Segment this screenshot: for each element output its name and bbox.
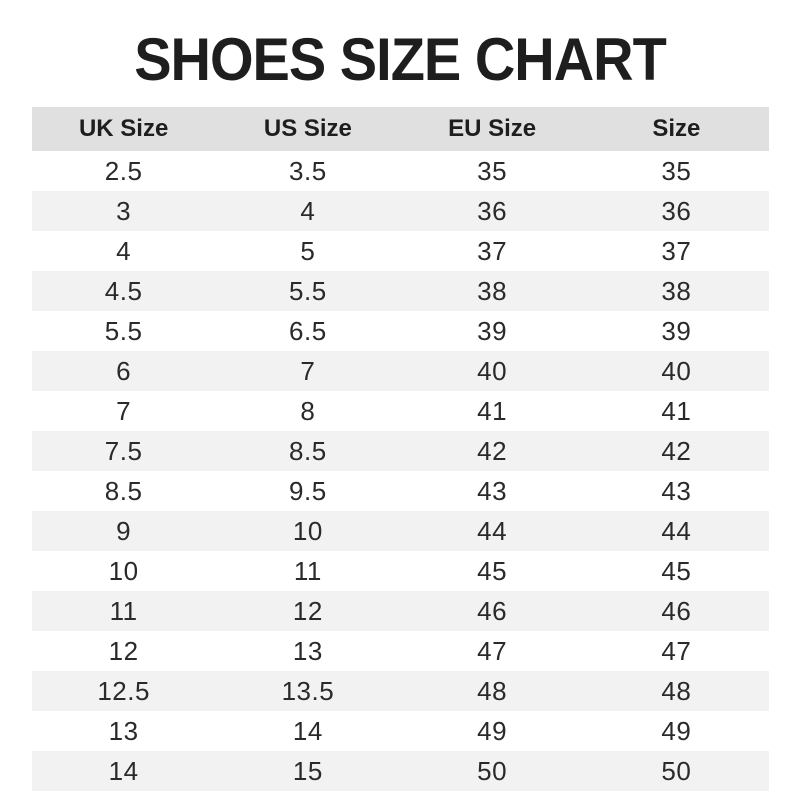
size-cell: 46: [661, 595, 692, 626]
size-cell: 37: [661, 235, 692, 266]
size-cell: 40: [477, 355, 508, 386]
size-cell: 6: [116, 355, 132, 386]
size-cell: 5: [300, 235, 316, 266]
table-row: 5.5 6.5 39 39: [32, 311, 769, 351]
table-row: 10 11 45 45: [32, 551, 769, 591]
table-row: 2.5 3.5 35 35: [32, 151, 769, 191]
size-cell: 15: [292, 755, 323, 786]
size-cell: 14: [108, 755, 139, 786]
size-cell: 44: [477, 515, 508, 546]
size-chart-table: UK Size US Size EU Size Size 2.5 3.5 35 35 3…: [31, 107, 769, 791]
size-cell: 42: [477, 435, 508, 466]
size-cell: 5.5: [104, 315, 143, 346]
table-row: 4 5 37 37: [32, 231, 769, 271]
size-cell: 8.5: [104, 475, 143, 506]
size-cell: 13: [292, 635, 323, 666]
size-cell: 2.5: [104, 155, 143, 186]
size-cell: 50: [661, 755, 692, 786]
column-header-uk-size: UK Size: [31, 107, 216, 151]
size-cell: 8.5: [289, 435, 327, 466]
column-header-size: Size: [584, 107, 769, 151]
size-cell: 45: [661, 555, 692, 586]
size-cell: 7.5: [104, 435, 143, 466]
size-cell: 13: [108, 715, 139, 746]
size-cell: 7: [116, 395, 132, 426]
size-cell: 13.5: [281, 675, 335, 706]
column-header-us-size: US Size: [215, 107, 400, 151]
size-cell: 39: [661, 315, 692, 346]
size-cell: 44: [661, 515, 692, 546]
size-cell: 48: [661, 675, 692, 706]
size-cell: 11: [293, 555, 322, 586]
size-cell: 47: [477, 635, 508, 666]
table-row: 12 13 47 47: [32, 631, 769, 671]
size-cell: 10: [292, 515, 323, 546]
size-cell: 35: [477, 155, 508, 186]
size-cell: 43: [661, 475, 692, 506]
size-cell: 5.5: [289, 275, 327, 306]
size-cell: 47: [661, 635, 692, 666]
size-cell: 12.5: [97, 675, 150, 706]
table-row: 4.5 5.5 38 38: [31, 271, 769, 311]
size-cell: 39: [477, 315, 508, 346]
size-cell: 12: [292, 595, 323, 626]
size-cell: 49: [477, 715, 508, 746]
size-cell: 14: [292, 715, 323, 746]
size-cell: 49: [661, 715, 692, 746]
size-cell: 48: [477, 675, 508, 706]
table-row: 13 14 49 49: [32, 711, 769, 751]
size-cell: 6.5: [289, 315, 327, 346]
size-cell: 40: [661, 355, 692, 386]
size-cell: 12: [108, 635, 139, 666]
size-cell: 7: [300, 355, 316, 386]
size-cell: 46: [477, 595, 508, 626]
size-cell: 4: [116, 235, 132, 266]
size-cell: 11: [109, 595, 138, 626]
table-row: 3 4 36 36: [31, 191, 769, 231]
table-body: 2.5 3.5 35 35 3 4 36 36 4 5 37 37 4.5 5.5 38 38 5.5 6.5 39…: [31, 151, 769, 791]
size-cell: 50: [477, 755, 508, 786]
size-cell: 42: [661, 435, 692, 466]
size-cell: 38: [477, 275, 508, 306]
size-cell: 38: [661, 275, 692, 306]
table-row: 6 7 40 40: [31, 351, 769, 391]
table-row: 14 15 50 50: [31, 751, 769, 791]
table-row: 8.5 9.5 43 43: [32, 471, 769, 511]
size-cell: 9.5: [289, 475, 327, 506]
size-cell: 4.5: [104, 275, 143, 306]
size-cell: 3.5: [289, 155, 327, 186]
size-cell: 41: [661, 395, 692, 426]
size-cell: 35: [661, 155, 692, 186]
column-header-eu-size: EU Size: [400, 107, 585, 151]
table-row: 11 12 46 46: [31, 591, 769, 631]
size-cell: 9: [116, 515, 132, 546]
size-cell: 45: [477, 555, 508, 586]
size-cell: 41: [477, 395, 508, 426]
size-cell: 4: [300, 195, 316, 226]
size-cell: 37: [477, 235, 508, 266]
table-row: 7.5 8.5 42 42: [31, 431, 769, 471]
size-cell: 36: [477, 195, 508, 226]
table-row: 12.5 13.5 48 48: [31, 671, 769, 711]
page-title: SHOES SIZE CHART: [134, 25, 667, 94]
table-row: 7 8 41 41: [32, 391, 769, 431]
size-cell: 8: [300, 395, 316, 426]
size-cell: 10: [108, 555, 139, 586]
table-header-row: UK Size US Size EU Size Size: [31, 107, 769, 151]
size-cell: 43: [477, 475, 508, 506]
table-header: UK Size US Size EU Size Size: [31, 107, 769, 151]
size-cell: 3: [116, 195, 132, 226]
size-cell: 36: [661, 195, 692, 226]
table-row: 9 10 44 44: [31, 511, 769, 551]
